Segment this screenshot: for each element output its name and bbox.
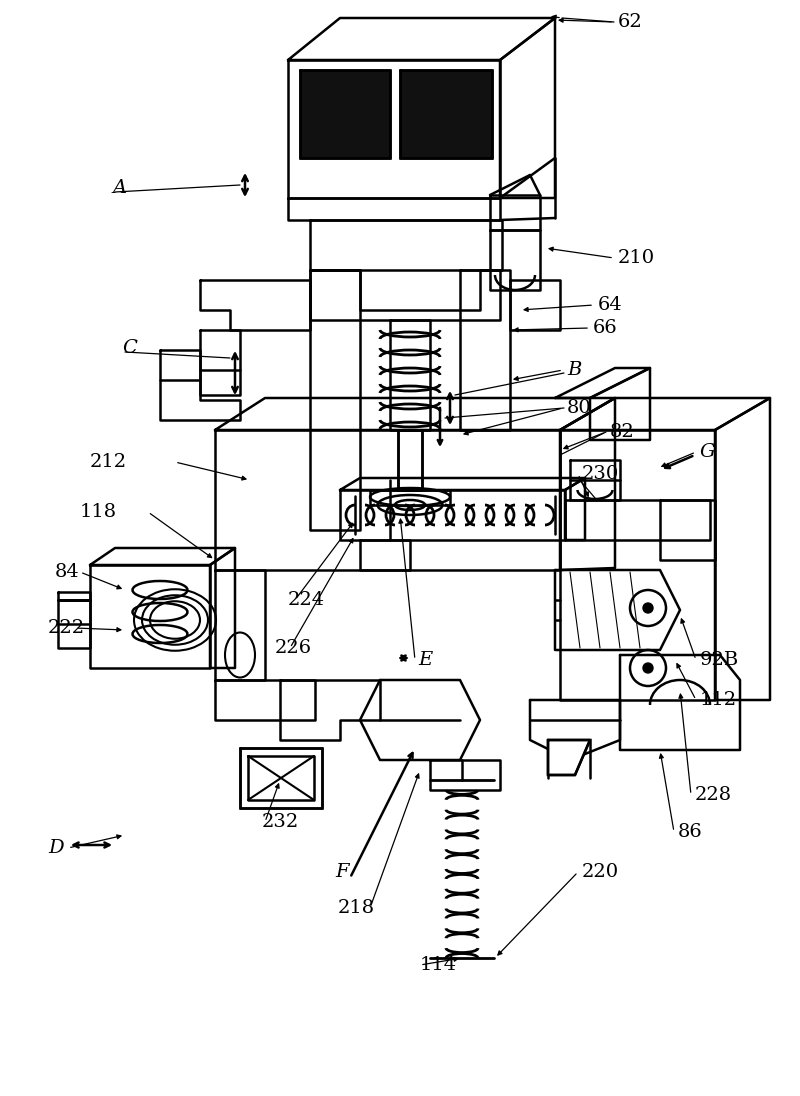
Polygon shape — [300, 70, 390, 158]
Text: 84: 84 — [55, 563, 80, 581]
Text: 86: 86 — [678, 823, 702, 841]
Text: 118: 118 — [80, 503, 117, 521]
Text: 210: 210 — [618, 249, 655, 267]
Text: 224: 224 — [288, 591, 325, 609]
Text: E: E — [418, 651, 432, 669]
Text: G: G — [700, 443, 716, 461]
Text: 232: 232 — [262, 813, 299, 831]
Text: 64: 64 — [598, 296, 622, 313]
Text: C: C — [122, 339, 137, 357]
Text: 92B: 92B — [700, 651, 739, 669]
Text: 228: 228 — [695, 786, 732, 804]
Text: 66: 66 — [593, 319, 618, 336]
Polygon shape — [400, 70, 492, 158]
Text: A: A — [112, 179, 126, 197]
Circle shape — [643, 603, 653, 613]
Text: 226: 226 — [275, 639, 312, 657]
Text: 82: 82 — [610, 423, 634, 441]
Text: 222: 222 — [48, 619, 85, 637]
Text: B: B — [567, 361, 582, 379]
Circle shape — [643, 663, 653, 673]
Text: 112: 112 — [700, 690, 737, 709]
Text: 212: 212 — [90, 453, 127, 471]
Text: 230: 230 — [582, 465, 619, 483]
Text: 62: 62 — [618, 13, 642, 31]
Polygon shape — [548, 740, 590, 775]
Text: 80: 80 — [567, 399, 592, 416]
Text: F: F — [335, 863, 349, 881]
Text: 218: 218 — [338, 899, 375, 917]
Text: D: D — [48, 840, 64, 857]
Text: 114: 114 — [420, 956, 457, 974]
Text: 220: 220 — [582, 863, 619, 881]
Polygon shape — [240, 747, 322, 808]
